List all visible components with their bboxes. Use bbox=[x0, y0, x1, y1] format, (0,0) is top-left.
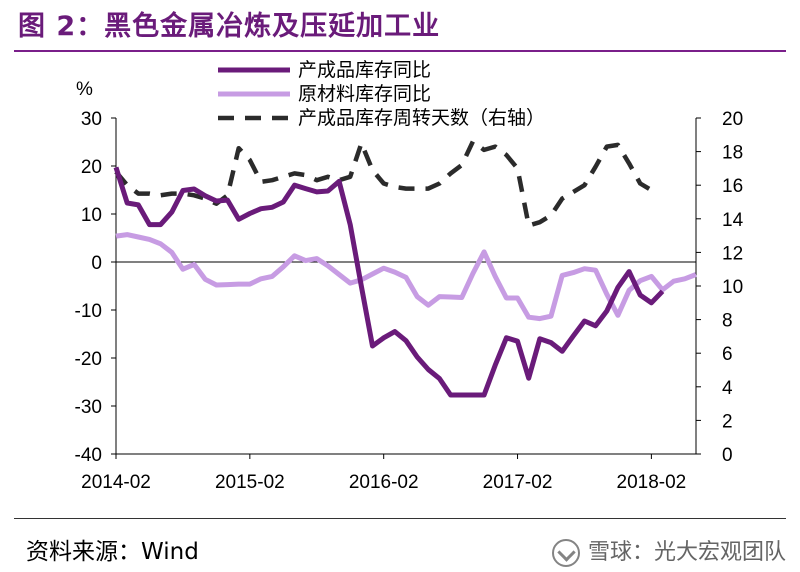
left-tick-label: -20 bbox=[75, 349, 102, 370]
x-tick-label: 2014-02 bbox=[81, 472, 151, 493]
x-tick-label: 2018-02 bbox=[617, 472, 687, 493]
left-tick-label: 30 bbox=[81, 109, 102, 130]
series-line-0 bbox=[113, 166, 665, 398]
right-tick-label: 12 bbox=[722, 243, 743, 264]
title-divider bbox=[14, 50, 786, 52]
x-tick-label: 2015-02 bbox=[215, 472, 285, 493]
right-axis-ticks: 0 2 4 6 8 10 12 14 16 18 20 bbox=[696, 109, 744, 466]
figure-title: 图 2：黑色金属冶炼及压延加工业 bbox=[18, 11, 441, 42]
right-tick-label: 20 bbox=[722, 109, 743, 130]
source-divider bbox=[14, 518, 786, 519]
legend-label-0: 产成品库存同比 bbox=[298, 59, 431, 81]
right-tick-label: 6 bbox=[722, 344, 733, 365]
left-tick-label: -30 bbox=[75, 397, 102, 418]
left-tick-label: -40 bbox=[75, 445, 102, 466]
series-layer bbox=[113, 139, 697, 398]
legend-label-2: 产成品库存周转天数（右轴） bbox=[298, 107, 545, 129]
right-tick-label: 14 bbox=[722, 210, 744, 231]
left-axis-unit-label: % bbox=[76, 79, 93, 100]
right-tick-label: 10 bbox=[722, 277, 743, 298]
right-tick-label: 2 bbox=[722, 411, 733, 432]
x-tick-label: 2016-02 bbox=[349, 472, 419, 493]
watermark-text: 雪球：光大宏观团队 bbox=[587, 540, 786, 565]
left-tick-label: 0 bbox=[91, 253, 102, 274]
right-tick-label: 16 bbox=[722, 176, 743, 197]
left-tick-label: -10 bbox=[75, 301, 102, 322]
x-axis-ticks: 2014-02 2015-02 2016-02 2017-02 2018-02 bbox=[81, 454, 686, 493]
right-tick-label: 0 bbox=[722, 445, 733, 466]
left-axis-ticks: -40 -30 -20 -10 0 10 20 30 bbox=[75, 109, 116, 466]
right-tick-label: 4 bbox=[722, 378, 733, 399]
x-tick-label: 2017-02 bbox=[483, 472, 553, 493]
right-tick-label: 8 bbox=[722, 311, 733, 332]
watermark: 雪球：光大宏观团队 bbox=[551, 534, 786, 567]
left-tick-label: 20 bbox=[81, 157, 102, 178]
series-line-1 bbox=[115, 232, 697, 322]
series-line-2 bbox=[114, 139, 653, 228]
source-note: 资料来源：Wind bbox=[26, 539, 199, 565]
xueqiu-logo-icon bbox=[551, 539, 580, 567]
left-tick-label: 10 bbox=[81, 205, 102, 226]
line-chart: -40 -30 -20 -10 0 10 20 30 0 2 4 6 8 10 12 14 16 18 20 20… bbox=[75, 59, 744, 493]
right-tick-label: 18 bbox=[722, 143, 743, 164]
legend-label-1: 原材料库存同比 bbox=[298, 83, 431, 105]
chart-axes bbox=[115, 118, 697, 455]
